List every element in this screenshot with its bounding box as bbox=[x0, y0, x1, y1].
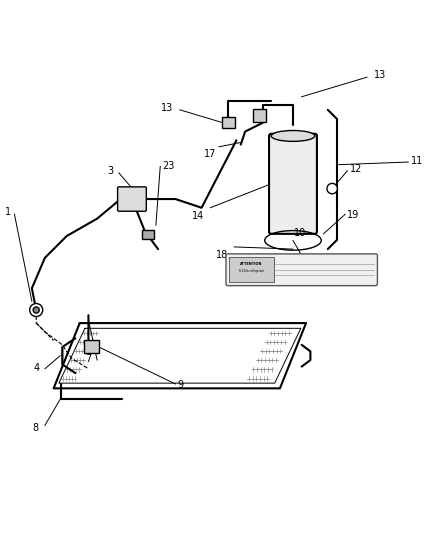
FancyBboxPatch shape bbox=[117, 187, 146, 211]
Text: 4: 4 bbox=[34, 364, 40, 373]
FancyBboxPatch shape bbox=[226, 254, 378, 286]
Text: 19: 19 bbox=[347, 210, 360, 220]
Text: 3: 3 bbox=[108, 166, 114, 176]
Text: R-134a refrigerant: R-134a refrigerant bbox=[239, 269, 264, 273]
FancyBboxPatch shape bbox=[229, 257, 274, 282]
Text: 8: 8 bbox=[32, 423, 39, 433]
Text: 10: 10 bbox=[294, 228, 306, 238]
Text: 13: 13 bbox=[374, 70, 386, 80]
Text: 12: 12 bbox=[350, 165, 362, 174]
Text: 18: 18 bbox=[215, 250, 228, 260]
Text: 14: 14 bbox=[191, 211, 204, 221]
Circle shape bbox=[327, 183, 337, 194]
Text: 7: 7 bbox=[86, 354, 92, 364]
Text: 11: 11 bbox=[410, 156, 423, 166]
Text: 17: 17 bbox=[205, 149, 217, 159]
FancyBboxPatch shape bbox=[84, 341, 99, 353]
Text: 1: 1 bbox=[5, 207, 11, 217]
FancyBboxPatch shape bbox=[223, 117, 235, 128]
Text: ATTENTION: ATTENTION bbox=[240, 262, 262, 266]
Text: 23: 23 bbox=[162, 160, 175, 171]
Text: 9: 9 bbox=[178, 380, 184, 390]
Text: 13: 13 bbox=[161, 103, 173, 112]
Circle shape bbox=[30, 303, 43, 317]
FancyBboxPatch shape bbox=[142, 230, 154, 239]
Ellipse shape bbox=[271, 131, 315, 141]
FancyBboxPatch shape bbox=[269, 134, 317, 234]
FancyBboxPatch shape bbox=[253, 109, 265, 122]
Circle shape bbox=[33, 307, 39, 313]
